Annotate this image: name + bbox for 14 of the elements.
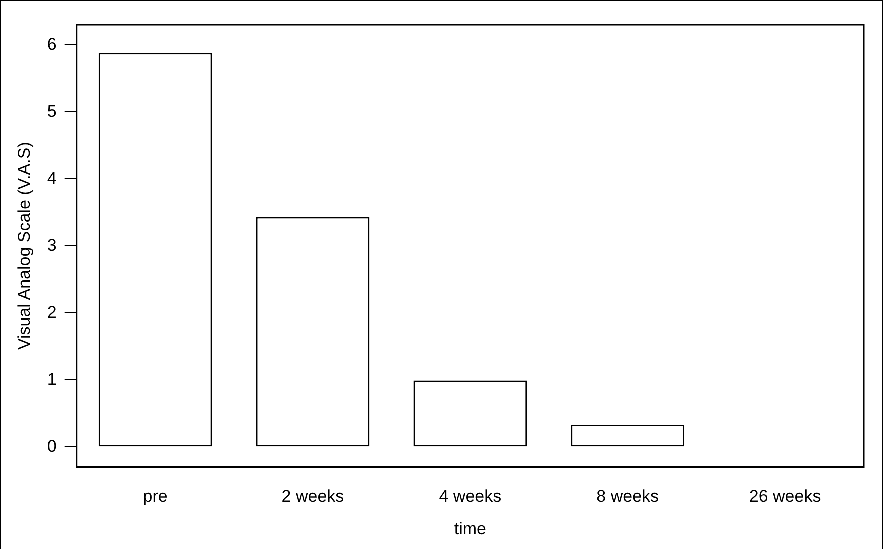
x-tick-label: 26 weeks	[749, 487, 822, 506]
y-tick-label: 5	[47, 102, 57, 121]
x-tick-label: 2 weeks	[282, 487, 344, 506]
y-tick-label: 0	[47, 436, 57, 456]
y-axis-title: Visual Analog Scale (V.A.S)	[14, 142, 34, 350]
y-tick-label: 2	[47, 302, 57, 322]
y-tick-label: 3	[47, 236, 57, 255]
x-tick-label: 4 weeks	[439, 487, 502, 506]
y-tick-label: 4	[47, 168, 57, 188]
y-tick-label: 1	[47, 370, 57, 389]
x-axis-title: time	[454, 519, 486, 538]
x-tick-label: 8 weeks	[596, 487, 660, 506]
y-tick-label: 6	[47, 34, 57, 54]
x-tick-label: pre	[143, 487, 168, 506]
